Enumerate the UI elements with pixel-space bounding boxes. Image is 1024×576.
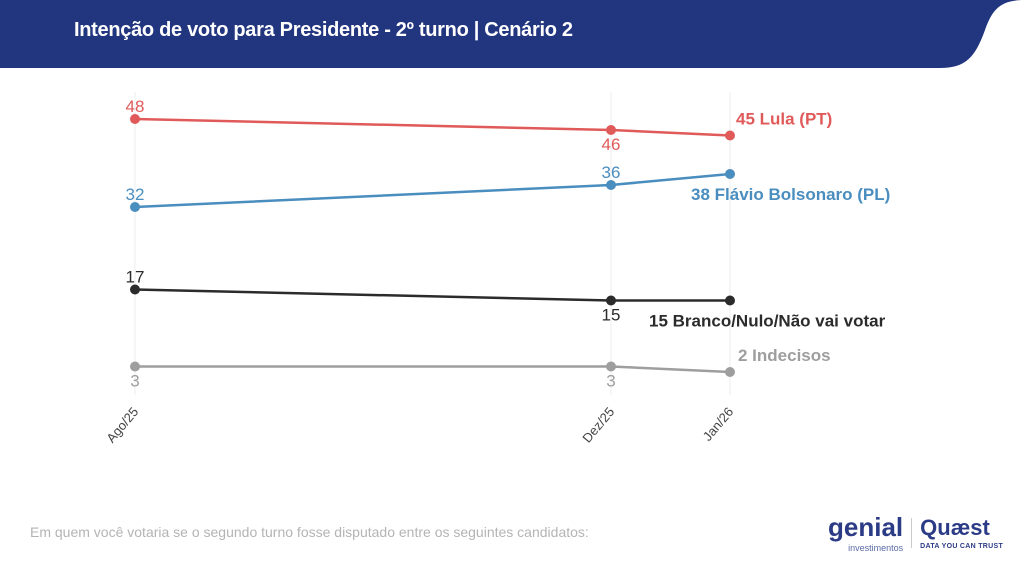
question-footnote: Em quem você votaria se o segundo turno … xyxy=(30,524,589,540)
series-line xyxy=(134,117,731,137)
data-point xyxy=(725,295,735,306)
series-end-label: 15 Branco/Nulo/Não vai votar xyxy=(649,312,886,331)
data-label: 3 xyxy=(130,372,139,391)
data-label: 32 xyxy=(126,185,145,204)
series-line xyxy=(135,365,731,374)
data-label: 36 xyxy=(602,163,621,182)
data-point xyxy=(725,169,735,179)
x-tick-label: Ago/25 xyxy=(103,404,141,445)
data-label: 17 xyxy=(126,268,145,287)
data-point xyxy=(130,361,140,372)
logo-divider xyxy=(911,518,913,548)
data-label: 48 xyxy=(126,97,145,116)
series-end-label: 2 Indecisos xyxy=(738,346,831,365)
series-end-label: 38 Flávio Bolsonaro (PL) xyxy=(691,185,890,204)
logos: genial investimentos Quæst DATA YOU CAN TR… xyxy=(828,512,1003,554)
page-title: Intenção de voto para Presidente - 2º tu… xyxy=(74,19,573,41)
genial-logo: genial investimentos xyxy=(828,512,903,554)
header-banner xyxy=(0,0,1024,68)
data-label: 3 xyxy=(606,372,615,391)
data-point xyxy=(606,180,616,190)
data-label: 46 xyxy=(602,135,621,154)
quaest-wordmark: Quæst xyxy=(920,514,990,540)
data-point xyxy=(606,125,616,135)
series-end-label: 45 Lula (PT) xyxy=(736,110,832,129)
data-point xyxy=(725,130,735,141)
series-line xyxy=(134,172,731,209)
quaest-tagline: DATA YOU CAN TRUST xyxy=(920,542,1004,550)
data-point xyxy=(130,202,140,212)
genial-wordmark: genial xyxy=(828,512,904,542)
data-point xyxy=(606,361,616,372)
x-tick-label: Jan/26 xyxy=(700,404,737,444)
series-line xyxy=(134,288,730,302)
quaest-logo: Quæst DATA YOU CAN TRUST xyxy=(920,515,1003,552)
genial-subtitle: investimentos xyxy=(848,543,904,553)
data-point xyxy=(130,284,140,295)
data-point xyxy=(606,295,616,306)
data-label: 15 xyxy=(602,306,621,325)
data-point xyxy=(130,114,140,124)
x-tick-label: Dez/25 xyxy=(579,404,617,445)
data-point xyxy=(725,367,735,377)
